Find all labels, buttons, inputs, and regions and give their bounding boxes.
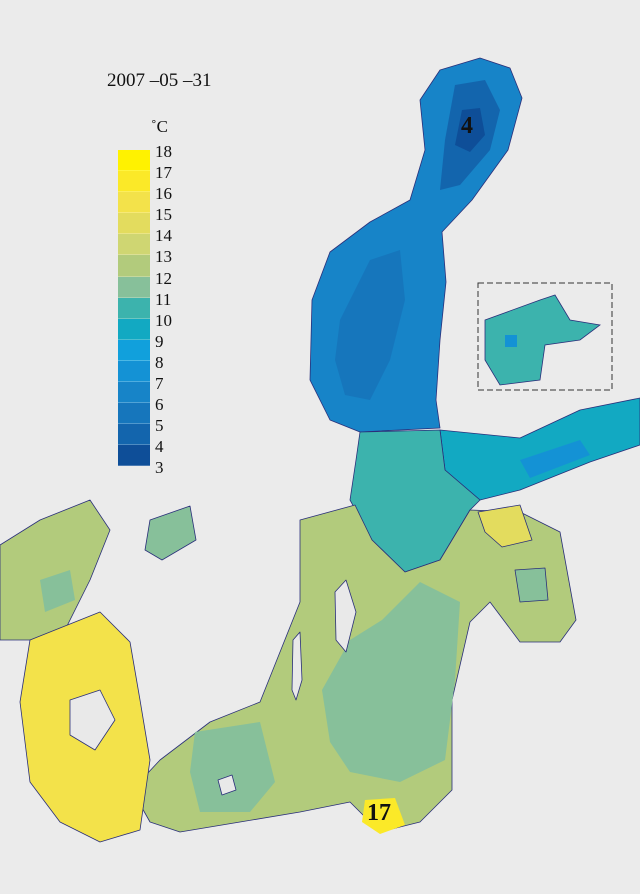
gdansk-warm-region (362, 798, 405, 834)
legend-band (118, 424, 150, 446)
danish-island (69, 689, 116, 751)
max-temperature-label: 17 (367, 800, 391, 826)
gulf-of-riga-region (477, 504, 533, 548)
legend-ticks: 18 17 16 15 14 13 12 11 10 9 8 7 6 5 4 3 (155, 141, 172, 479)
bornholm-lake (144, 505, 197, 561)
inset-lake-core (505, 335, 517, 347)
legend-tick-label: 8 (155, 352, 164, 372)
legend-tick-label: 6 (155, 395, 164, 415)
lake-peipus-region (514, 567, 549, 603)
legend-band (118, 339, 150, 361)
legend-tick-label: 18 (155, 142, 172, 161)
gotland-island (334, 579, 357, 653)
legend-band (118, 276, 150, 298)
legend-tick-label: 9 (155, 331, 164, 351)
legend-band (118, 171, 150, 193)
legend-band (118, 403, 150, 425)
legend-band (118, 192, 150, 214)
legend-tick-label: 15 (155, 205, 172, 225)
legend-tick-label: 10 (155, 310, 172, 330)
legend-band (118, 255, 150, 277)
legend-tick-label: 3 (155, 458, 164, 478)
color-legend (118, 150, 150, 467)
inset-lake-region (484, 294, 601, 386)
legend-tick-label: 14 (155, 226, 172, 246)
oland-island (291, 631, 303, 701)
legend-band (118, 445, 150, 467)
legend-tick-label: 12 (155, 268, 172, 288)
legend-tick-label: 5 (155, 416, 164, 436)
legend-band (118, 360, 150, 383)
map-date: 2007 –05 –31 (107, 70, 212, 91)
arkona-basin-region (190, 722, 275, 812)
legend-band (118, 382, 150, 404)
skagerrak-region (0, 499, 111, 641)
bothnian-sea-core (335, 250, 405, 400)
legend-band (118, 318, 150, 340)
legend-tick-label: 13 (155, 247, 172, 267)
legend-tick-label: 17 (155, 163, 172, 183)
skagerrak-cool-region (40, 570, 75, 612)
legend-tick-label: 7 (155, 374, 164, 394)
legend-tick-label: 4 (155, 437, 164, 457)
legend-band (118, 297, 150, 319)
central-baltic-region (322, 582, 460, 782)
gulf-of-finland-core (520, 440, 590, 478)
legend-band (118, 213, 150, 235)
bothnian-bay-coldest (455, 108, 485, 152)
legend-unit: ˚C (151, 117, 168, 136)
min-temperature-label: 4 (461, 113, 473, 139)
gulf-of-finland-region (439, 397, 640, 501)
legend-band (118, 150, 150, 172)
legend-tick-label: 16 (155, 184, 172, 204)
legend-band (118, 234, 150, 256)
legend-tick-label: 11 (155, 289, 172, 309)
small-island (217, 774, 237, 796)
inset-frame (477, 282, 613, 391)
